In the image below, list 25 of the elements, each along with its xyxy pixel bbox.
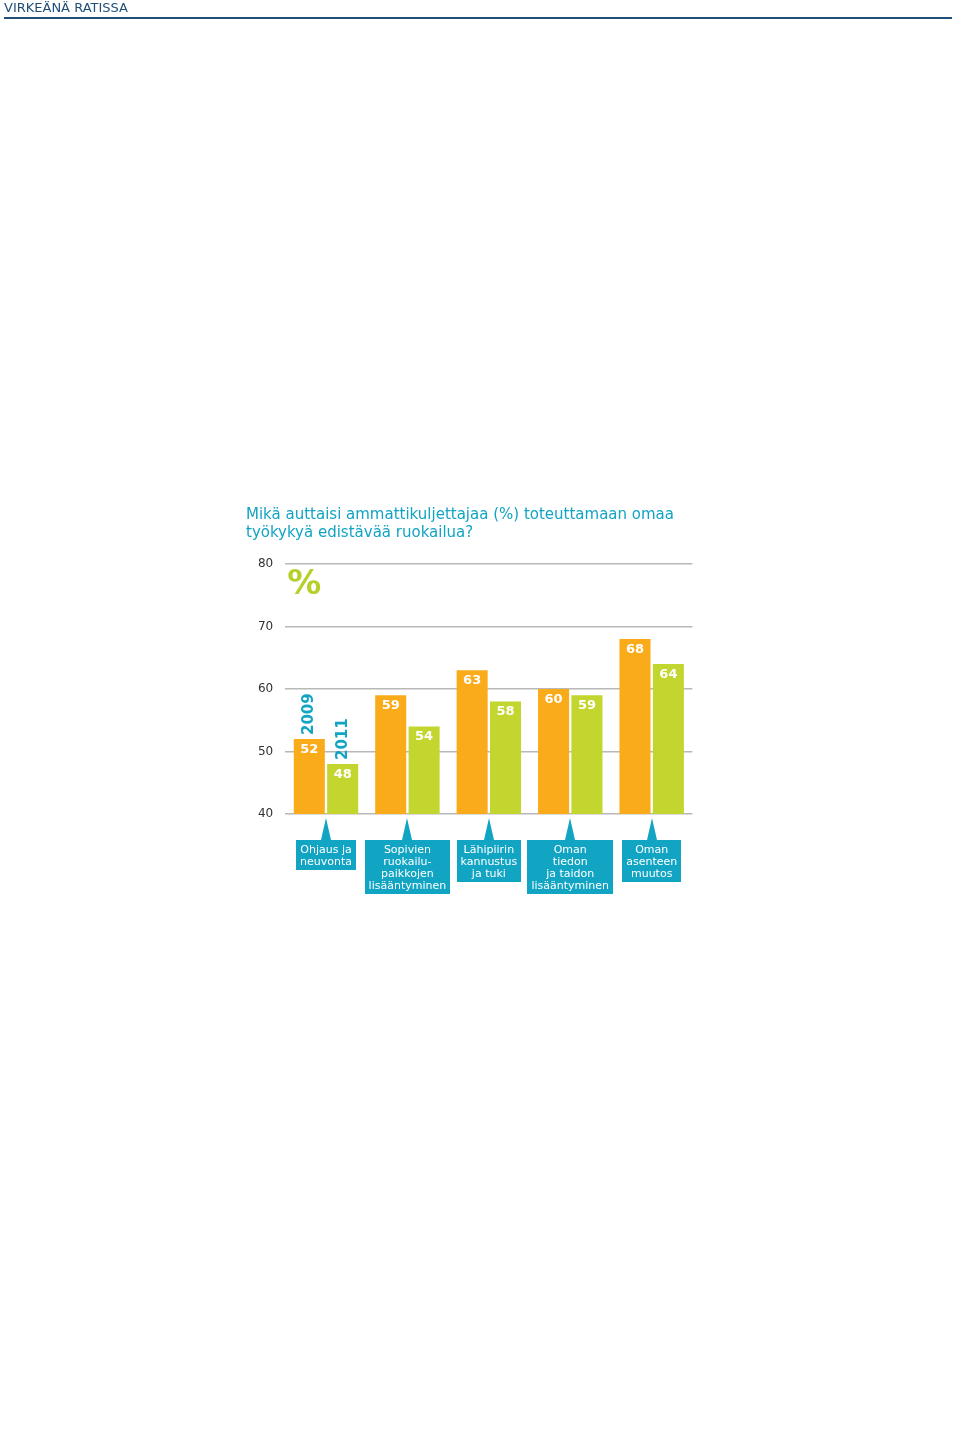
data-label: 58 bbox=[496, 703, 515, 719]
data-label: 64 bbox=[659, 665, 678, 681]
data-label: 60 bbox=[544, 690, 563, 706]
y-tick-label: 70 bbox=[257, 618, 274, 633]
data-label: 68 bbox=[625, 640, 645, 656]
text: 2011 bbox=[332, 718, 351, 761]
data-label: 54 bbox=[415, 728, 434, 744]
y-tick-label: 50 bbox=[257, 743, 274, 758]
data-label: 59 bbox=[577, 697, 596, 713]
y-axis-title: % bbox=[287, 561, 322, 602]
x-tick-label: Lähipiirin kannustus ja tuki bbox=[460, 842, 518, 880]
data-label: 63 bbox=[463, 672, 482, 688]
data-label: 52 bbox=[300, 740, 319, 756]
y-tick-label: 80 bbox=[257, 556, 274, 571]
y-tick-label: 40 bbox=[257, 806, 274, 821]
x-tick-label: Oman tiedon ja taidon lisääntyminen bbox=[531, 842, 610, 892]
x-tick-label: Sopivien ruokailu- paikkojen lisääntyminen bbox=[368, 842, 447, 892]
text: 2009 bbox=[299, 693, 318, 736]
x-tick-label: Ohjaus ja neuvonta bbox=[299, 842, 352, 868]
chart-title: Mikä auttaisi ammattikuljettajaa (%) toteuttamaan omaa työkykyä edistävää ruokailua? bbox=[246, 504, 674, 541]
text: VIRKEÄNÄ RATISSA bbox=[4, 0, 952, 19]
x-tick-label: Oman asenteen muutos bbox=[626, 842, 678, 880]
y-tick-label: 60 bbox=[257, 681, 274, 696]
data-label: 48 bbox=[333, 765, 352, 781]
data-label: 59 bbox=[381, 697, 400, 713]
